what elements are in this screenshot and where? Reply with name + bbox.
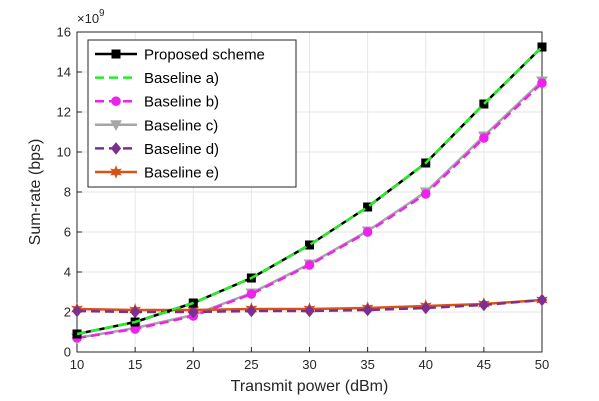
x-tick-label: 15	[128, 357, 142, 372]
series-group	[71, 42, 548, 345]
y-tick-label: 6	[64, 225, 71, 240]
marker-circle	[420, 189, 431, 199]
marker-diamond	[188, 305, 199, 319]
y-axis-label: Sum-rate (bps)	[27, 139, 44, 246]
series-baseline-a	[76, 46, 543, 336]
marker-diamond	[110, 142, 122, 155]
marker-square	[537, 42, 547, 52]
y-tick-label: 8	[64, 185, 71, 200]
marker-circle	[362, 227, 373, 237]
marker-circle	[537, 78, 547, 88]
y-exponent-power: 9	[99, 8, 105, 19]
marker-square	[479, 99, 489, 109]
legend-item: Proposed scheme	[95, 47, 265, 64]
y-tick-label: 10	[57, 145, 71, 160]
marker-diamond	[71, 304, 83, 318]
marker-circle	[111, 96, 121, 106]
marker-hexagram	[110, 165, 122, 179]
x-tick-label: 25	[244, 357, 258, 372]
legend: Proposed scheme Baseline a) Baseline b) Bas…	[87, 39, 297, 188]
x-axis-label: Transmit power (dBm)	[231, 378, 389, 395]
marker-circle	[304, 260, 315, 270]
legend-label: Baseline c)	[144, 117, 218, 134]
y-tick-label: 16	[57, 25, 71, 40]
legend-item: Baseline e)	[95, 165, 219, 182]
x-tick-label: 20	[186, 357, 200, 372]
y-tick-label: 12	[57, 105, 71, 120]
marker-diamond	[420, 301, 431, 315]
x-tick-label: 45	[477, 357, 491, 372]
y-tick-label: 2	[64, 305, 71, 320]
legend-box	[87, 39, 297, 188]
marker-square	[305, 240, 314, 250]
legend-item: Baseline d)	[95, 141, 219, 158]
marker-triangle-down	[110, 120, 122, 131]
legend-item: Baseline b)	[95, 94, 219, 111]
legend-item: Baseline a)	[95, 70, 219, 87]
axis-ticks: 10 15 20 25 30 35 40 45 50 0 2 4 6 8 10 12 14 16	[57, 25, 550, 373]
x-tick-label: 35	[360, 357, 374, 372]
legend-label: Baseline e)	[144, 165, 219, 182]
marker-diamond	[536, 293, 548, 307]
marker-square	[111, 49, 121, 59]
x-tick-label: 40	[419, 357, 433, 372]
series-line	[76, 46, 543, 336]
marker-diamond	[304, 304, 315, 318]
x-tick-label: 30	[302, 357, 316, 372]
legend-label: Baseline d)	[144, 141, 219, 158]
marker-circle	[479, 133, 489, 143]
series-baseline-d	[71, 293, 548, 319]
marker-circle	[246, 289, 257, 299]
x-tick-label: 50	[535, 357, 549, 372]
legend-label: Baseline a)	[144, 70, 219, 87]
marker-diamond	[478, 298, 490, 312]
legend-label: Proposed scheme	[144, 47, 265, 64]
y-tick-label: 14	[57, 65, 71, 80]
legend-label: Baseline b)	[144, 94, 219, 111]
marker-diamond	[246, 304, 257, 318]
y-tick-label: 0	[64, 345, 71, 360]
x-tick-label: 10	[70, 357, 84, 372]
y-exponent-base: ×10	[77, 11, 99, 26]
legend-item: Baseline c)	[95, 117, 218, 134]
y-tick-label: 4	[64, 265, 71, 280]
marker-square	[363, 202, 373, 212]
marker-diamond	[362, 303, 373, 317]
